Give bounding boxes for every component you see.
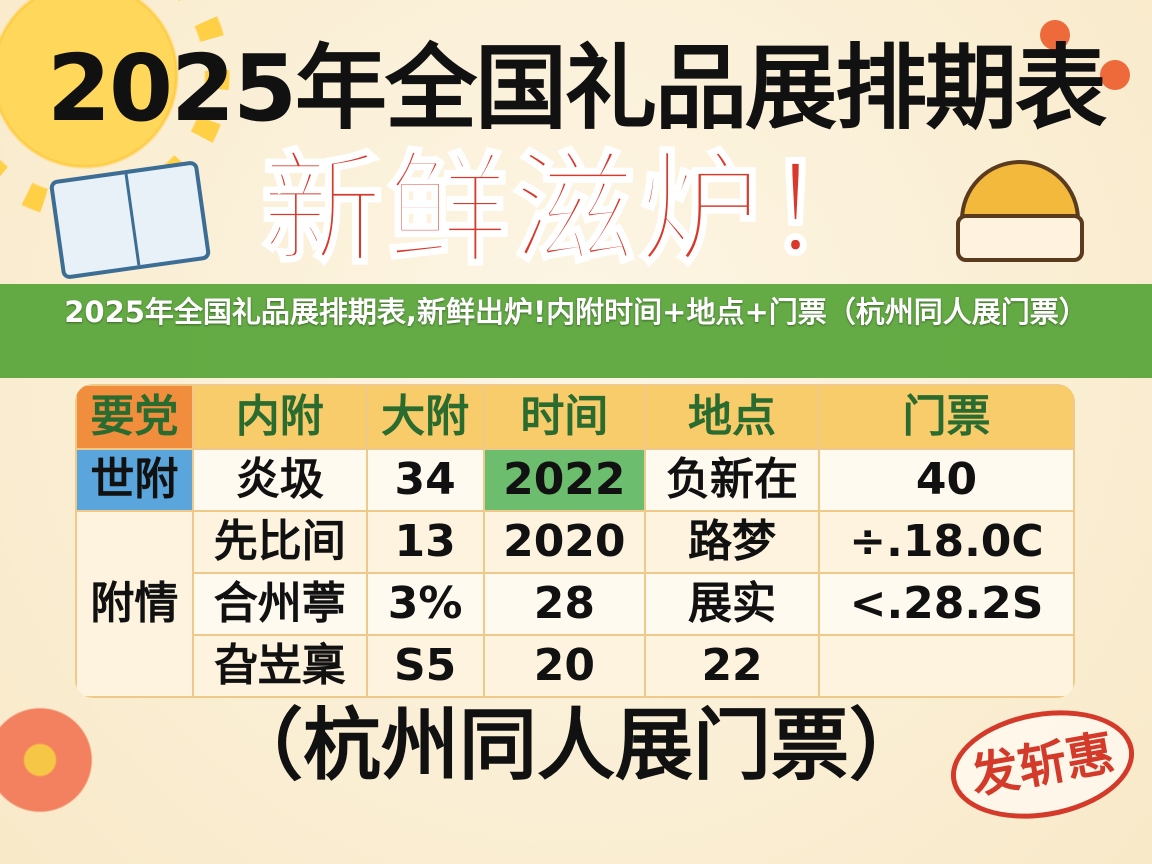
poster-subtitle: 新鲜滋炉！ (260, 139, 891, 281)
header-cell: 内附 (191, 384, 368, 450)
table-cell: 世附 (75, 448, 194, 512)
table-cell: 34 (365, 448, 485, 512)
table-cell: 3% (365, 572, 485, 636)
table-cell: 展实 (644, 572, 821, 636)
fruit-icon (1100, 60, 1130, 90)
table-cell: ÷.18.0C (818, 510, 1075, 574)
poster-title: 2025年全国礼品展排期表 (46, 35, 1107, 142)
header-cell: 时间 (482, 384, 647, 450)
table-row: 世附 炎圾 34 2022 负新在 40 (75, 448, 1075, 512)
table-row: 附情 先比间 13 2020 路梦 ÷.18.0C (75, 510, 1075, 698)
header-cell: 大附 (365, 384, 485, 450)
table-cell: 40 (818, 448, 1075, 512)
header-cell: 门票 (818, 384, 1075, 450)
table-cell: 负新在 (644, 448, 821, 512)
table-cell: 13 (365, 510, 485, 574)
caption-banner: 2025年全国礼品展排期表,新鲜出炉!内附时间+地点+门票（杭州同人展门票） (0, 284, 1152, 378)
table-row: 合州葶 3% 28 展实 <.28.2S (76, 572, 1075, 636)
table-cell: 2022 (482, 448, 647, 512)
schedule-table: 要党 内附 大附 时间 地点 门票 世附 炎圾 34 2022 负新在 40 附… (75, 384, 1075, 698)
table-cell: 2020 (482, 510, 647, 574)
table-cell: 20 (482, 634, 647, 698)
table-row: 旮岦稟 S5 20 22 (76, 634, 1075, 698)
table-header-row: 要党 内附 大附 时间 地点 门票 (75, 384, 1075, 450)
table-cell: S5 (365, 634, 485, 698)
header-cell: 要党 (75, 384, 194, 450)
table-cell: 合州葶 (191, 572, 368, 636)
table-cell: 炎圾 (191, 448, 368, 512)
table-cell: 旮岦稟 (191, 634, 368, 698)
fruit-icon (1040, 20, 1070, 50)
table-cell: 路梦 (644, 510, 821, 574)
table-cell: <.28.2S (818, 572, 1075, 636)
bottom-caption: （杭州同人展门票） (224, 701, 927, 791)
sun-illustration (0, 0, 200, 190)
table-cell: 22 (644, 634, 821, 698)
table-cell: 先比间 (191, 510, 368, 574)
group-label-cell: 附情 (75, 510, 194, 698)
table-cell (818, 634, 1075, 698)
flower-icon (0, 700, 100, 820)
header-cell: 地点 (644, 384, 821, 450)
table-cell: 28 (482, 572, 647, 636)
bread-icon (956, 160, 1084, 262)
